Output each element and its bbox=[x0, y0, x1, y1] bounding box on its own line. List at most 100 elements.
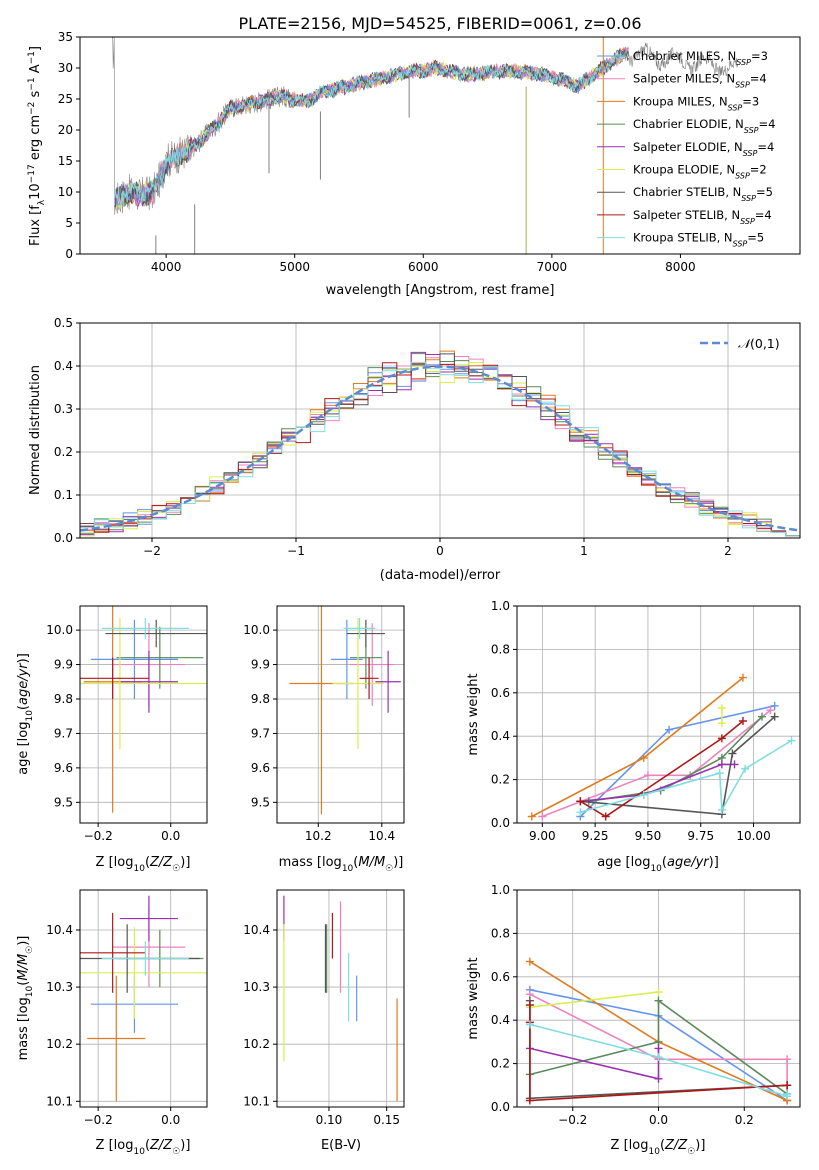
x-tick-label: 0.10 bbox=[316, 1113, 343, 1127]
legend-label-salpeter_elodie: Salpeter ELODIE, NSSP=4 bbox=[633, 140, 774, 158]
y-tick-label: 9.8 bbox=[251, 692, 270, 706]
weight-marker-kroupa_stelib bbox=[525, 1020, 534, 1029]
x-tick-label: 9.75 bbox=[687, 829, 714, 843]
mass-vs-z-marks bbox=[80, 895, 207, 1102]
axes-frame bbox=[79, 36, 801, 255]
label-part: Z [log bbox=[96, 1138, 134, 1153]
x-tick-label: 10.2 bbox=[305, 829, 332, 843]
axes-frame bbox=[79, 605, 208, 824]
label-part: ] bbox=[28, 46, 43, 51]
weight-marker-kroupa_elodie bbox=[654, 987, 663, 996]
label-part: Z/Z bbox=[149, 1138, 173, 1153]
weight-vs-age-plot bbox=[527, 673, 796, 821]
y-tick-label: 10.3 bbox=[46, 980, 73, 994]
y-tick-label: 9.7 bbox=[54, 726, 73, 740]
y-tick-label: 0.4 bbox=[491, 729, 510, 743]
y-tick-label: 10.1 bbox=[243, 1094, 270, 1108]
weight-marker-salpeter_miles bbox=[766, 706, 775, 715]
y-tick-label: 1.0 bbox=[491, 883, 510, 897]
age-vs-mass-marks bbox=[289, 606, 401, 815]
x-tick-label: 0.0 bbox=[649, 1113, 668, 1127]
legend-value: =2 bbox=[750, 163, 767, 177]
legend-label-chabrier_elodie: Chabrier ELODIE, NSSP=4 bbox=[633, 117, 775, 135]
legend-value: =5 bbox=[756, 185, 773, 199]
y-tick-label: 10.0 bbox=[243, 623, 270, 637]
label-part: age/yr bbox=[667, 855, 710, 870]
label-part: erg cm bbox=[28, 115, 43, 164]
weight-marker-salpeter_miles bbox=[643, 771, 652, 780]
y-tick-label: 15 bbox=[58, 154, 73, 168]
legend-text: Kroupa ELODIE, N bbox=[633, 163, 735, 177]
label-part: M/M bbox=[358, 855, 385, 870]
legend-sub: SSP bbox=[728, 103, 743, 112]
legend-sub: SSP bbox=[733, 239, 748, 248]
weight-marker-kroupa_stelib bbox=[741, 764, 750, 773]
weight-line-salpeter_miles bbox=[542, 709, 771, 818]
weight-line-salpeter_stelib bbox=[579, 720, 744, 818]
spectrum-ylabel: Flux [fλ10−17 erg cm−2 s−1 A−1] bbox=[27, 46, 47, 246]
weight-marker-kroupa_elodie bbox=[717, 703, 726, 712]
label-part: 10 bbox=[28, 183, 43, 200]
weight-vs-z-ylabel: mass weight bbox=[466, 957, 481, 1039]
weight-marker-salpeter_miles bbox=[783, 1055, 792, 1064]
age-vs-mass-frame: 10.2 10.4 9.5 9.6 9.7 9.8 9.9 10.0 bbox=[243, 605, 405, 843]
age-vs-z-marks bbox=[80, 606, 207, 813]
y-tick-label: 0.1 bbox=[54, 488, 73, 502]
legend-text: Salpeter ELODIE, N bbox=[633, 140, 743, 154]
y-tick-label: 10.2 bbox=[243, 1037, 270, 1051]
label-part: )] bbox=[180, 1138, 190, 1153]
weight-line-salpeter_elodie bbox=[580, 763, 735, 803]
label-part: )] bbox=[16, 653, 31, 663]
x-tick-label: 9.00 bbox=[529, 829, 556, 843]
y-tick-label: 9.9 bbox=[251, 658, 270, 672]
age-vs-mass-axes bbox=[277, 606, 404, 823]
legend-value: =3 bbox=[742, 94, 759, 108]
weight-marker-chabrier_elodie bbox=[654, 996, 663, 1005]
y-tick-label: 0.0 bbox=[491, 816, 510, 830]
legend-label-chabrier_stelib: Chabrier STELIB, NSSP=5 bbox=[633, 185, 773, 203]
label-part: s bbox=[28, 90, 43, 101]
y-tick-label: 10.4 bbox=[243, 923, 270, 937]
mass-vs-z-ylabel: mass [log10(M/M☉)] bbox=[16, 936, 35, 1061]
y-tick-label: 10.0 bbox=[46, 623, 73, 637]
x-tick-label: 0.2 bbox=[735, 1113, 754, 1127]
y-tick-label: 10.4 bbox=[46, 923, 73, 937]
label-part: −1 bbox=[27, 51, 37, 64]
label-part: )] bbox=[695, 1138, 705, 1153]
residuals-xlabel: (data-model)/error bbox=[380, 568, 501, 583]
axes-frame bbox=[276, 889, 405, 1108]
weight-vs-age-marks bbox=[527, 673, 796, 821]
y-tick-label: 0.5 bbox=[54, 316, 73, 330]
legend-sub: SSP bbox=[740, 216, 755, 225]
weight-marker-salpeter_stelib bbox=[783, 1081, 792, 1090]
legend-text: (0,1) bbox=[750, 336, 780, 351]
legend-label-salpeter_miles: Salpeter MILES, NSSP=4 bbox=[633, 72, 767, 90]
weight-line-kroupa_stelib bbox=[580, 739, 793, 813]
label-part: age [log bbox=[16, 722, 31, 775]
label-part: ( bbox=[660, 1138, 665, 1153]
legend-text: Salpeter MILES, N bbox=[633, 72, 735, 86]
label-part: −2 bbox=[27, 102, 37, 115]
weight-marker-salpeter_elodie bbox=[654, 1074, 663, 1083]
spectrum-marks bbox=[111, 37, 739, 254]
x-tick-label: 9.50 bbox=[635, 829, 662, 843]
x-tick-label: 5000 bbox=[279, 260, 310, 274]
weight-marker-salpeter_elodie bbox=[654, 1044, 663, 1053]
mass-vs-z-plot bbox=[80, 895, 207, 1102]
legend-sub: SSP bbox=[743, 148, 758, 157]
label-part: ( bbox=[145, 855, 150, 870]
spectrum-xlabel: wavelength [Angstrom, rest frame] bbox=[326, 283, 555, 298]
weight-line-chabrier_elodie bbox=[588, 716, 763, 803]
weight-marker-kroupa_stelib bbox=[717, 805, 726, 814]
y-tick-label: 0.0 bbox=[54, 531, 73, 545]
y-tick-label: 30 bbox=[58, 61, 73, 75]
y-tick-label: 0.2 bbox=[491, 773, 510, 787]
legend-text: Kroupa STELIB, N bbox=[633, 231, 733, 245]
x-tick-label: 9.25 bbox=[582, 829, 609, 843]
residuals-marks bbox=[80, 350, 800, 537]
axes-frame bbox=[516, 605, 801, 824]
x-tick-label: 0.0 bbox=[161, 1113, 180, 1127]
x-tick-label: 8000 bbox=[665, 260, 696, 274]
